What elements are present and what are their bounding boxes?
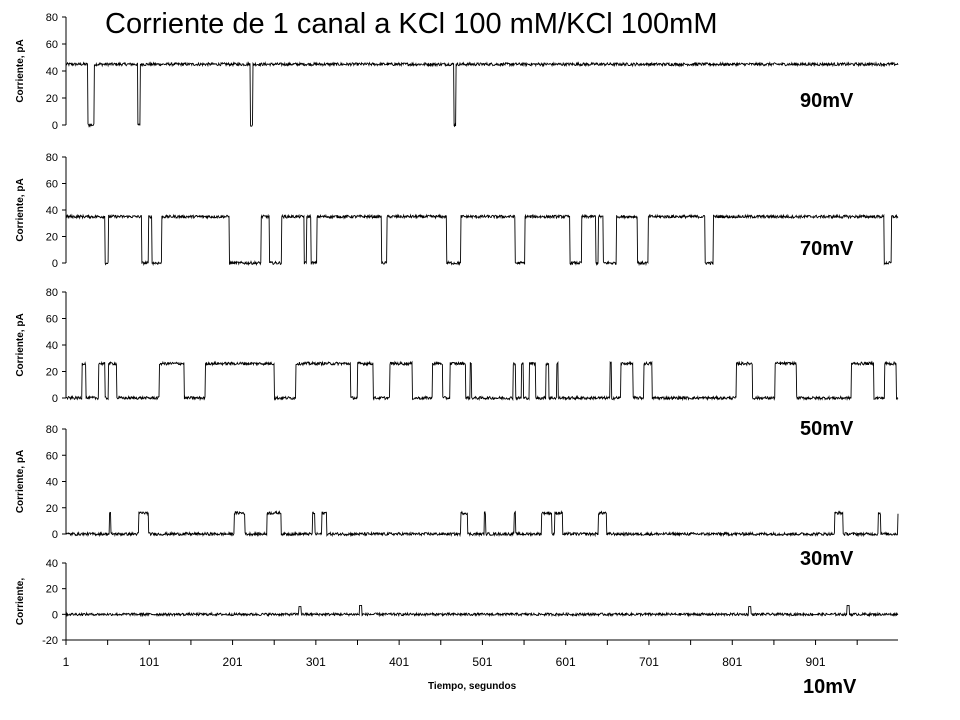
- x-tick-label: 601: [556, 655, 576, 669]
- panel-4-y-axis-title: Corriente, pA: [15, 450, 26, 513]
- panel-4-current-trace: [65, 510, 899, 538]
- panel-5-y-axis-title: Corriente,: [15, 578, 26, 625]
- chart-title: Corriente de 1 canal a KCl 100 mM/KCl 10…: [105, 8, 718, 40]
- panel-3-y-tick-label: 20: [46, 367, 58, 379]
- panel-3-y-tick-label: 60: [46, 314, 58, 326]
- x-axis-title: Tiempo, segundos: [428, 681, 517, 692]
- panel-label-10mv: 10mV: [803, 676, 857, 698]
- panel-3-current-trace: [66, 360, 899, 402]
- panel-4-y-tick-label: 80: [46, 424, 58, 436]
- panel-3-y-tick-label: 0: [52, 393, 58, 405]
- panel-4-y-tick-label: 60: [46, 450, 58, 462]
- panel-3-y-tick-label: 80: [46, 287, 58, 299]
- x-tick-label: 401: [389, 655, 409, 669]
- panel-4-y-tick-label: 20: [46, 503, 58, 515]
- panel-1-y-tick-label: 0: [52, 120, 58, 132]
- x-tick-label: 701: [639, 655, 659, 669]
- panel-4-y-tick-label: 40: [46, 477, 58, 489]
- x-tick-label: 301: [306, 655, 326, 669]
- x-tick-label: 101: [139, 655, 159, 669]
- panel-4-y-tick-label: 0: [52, 529, 58, 541]
- panel-2-y-axis-title: Corriente, pA: [15, 178, 26, 241]
- x-tick-label: 1: [63, 655, 70, 669]
- panel-label-30mv: 30mV: [800, 548, 854, 570]
- panel-2-y-tick-label: 0: [52, 258, 58, 270]
- panel-2-y-tick-label: 60: [46, 179, 58, 191]
- x-tick-label: 801: [722, 655, 742, 669]
- panel-1-y-tick-label: 20: [46, 93, 58, 105]
- panel-1-y-axis-title: Corriente, pA: [15, 39, 26, 102]
- x-tick-label: 501: [472, 655, 492, 669]
- panel-5-current-trace: [65, 604, 899, 618]
- panel-1-current-trace: [65, 61, 899, 128]
- x-tick-label: 901: [806, 655, 826, 669]
- panel-5-y-tick-label: 0: [52, 609, 58, 621]
- panel-2-current-trace: [65, 213, 899, 267]
- panel-1-y-tick-label: 80: [46, 12, 58, 24]
- panel-2-y-tick-label: 20: [46, 232, 58, 244]
- panel-3-y-tick-label: 40: [46, 340, 58, 352]
- x-tick-label: 201: [223, 655, 243, 669]
- panel-label-70mv: 70mV: [800, 238, 854, 260]
- panel-label-50mv: 50mV: [800, 418, 854, 440]
- panel-5-y-tick-label: 40: [46, 558, 58, 570]
- panel-2-y-tick-label: 40: [46, 205, 58, 217]
- panel-2-y-tick-label: 80: [46, 152, 58, 164]
- panel-5-y-tick-label: -20: [42, 635, 58, 647]
- panel-1-y-tick-label: 40: [46, 66, 58, 78]
- panel-3-y-axis-title: Corriente, pA: [15, 313, 26, 376]
- panel-1-y-tick-label: 60: [46, 39, 58, 51]
- panel-5-y-tick-label: 20: [46, 584, 58, 596]
- panel-label-90mv: 90mV: [800, 90, 854, 112]
